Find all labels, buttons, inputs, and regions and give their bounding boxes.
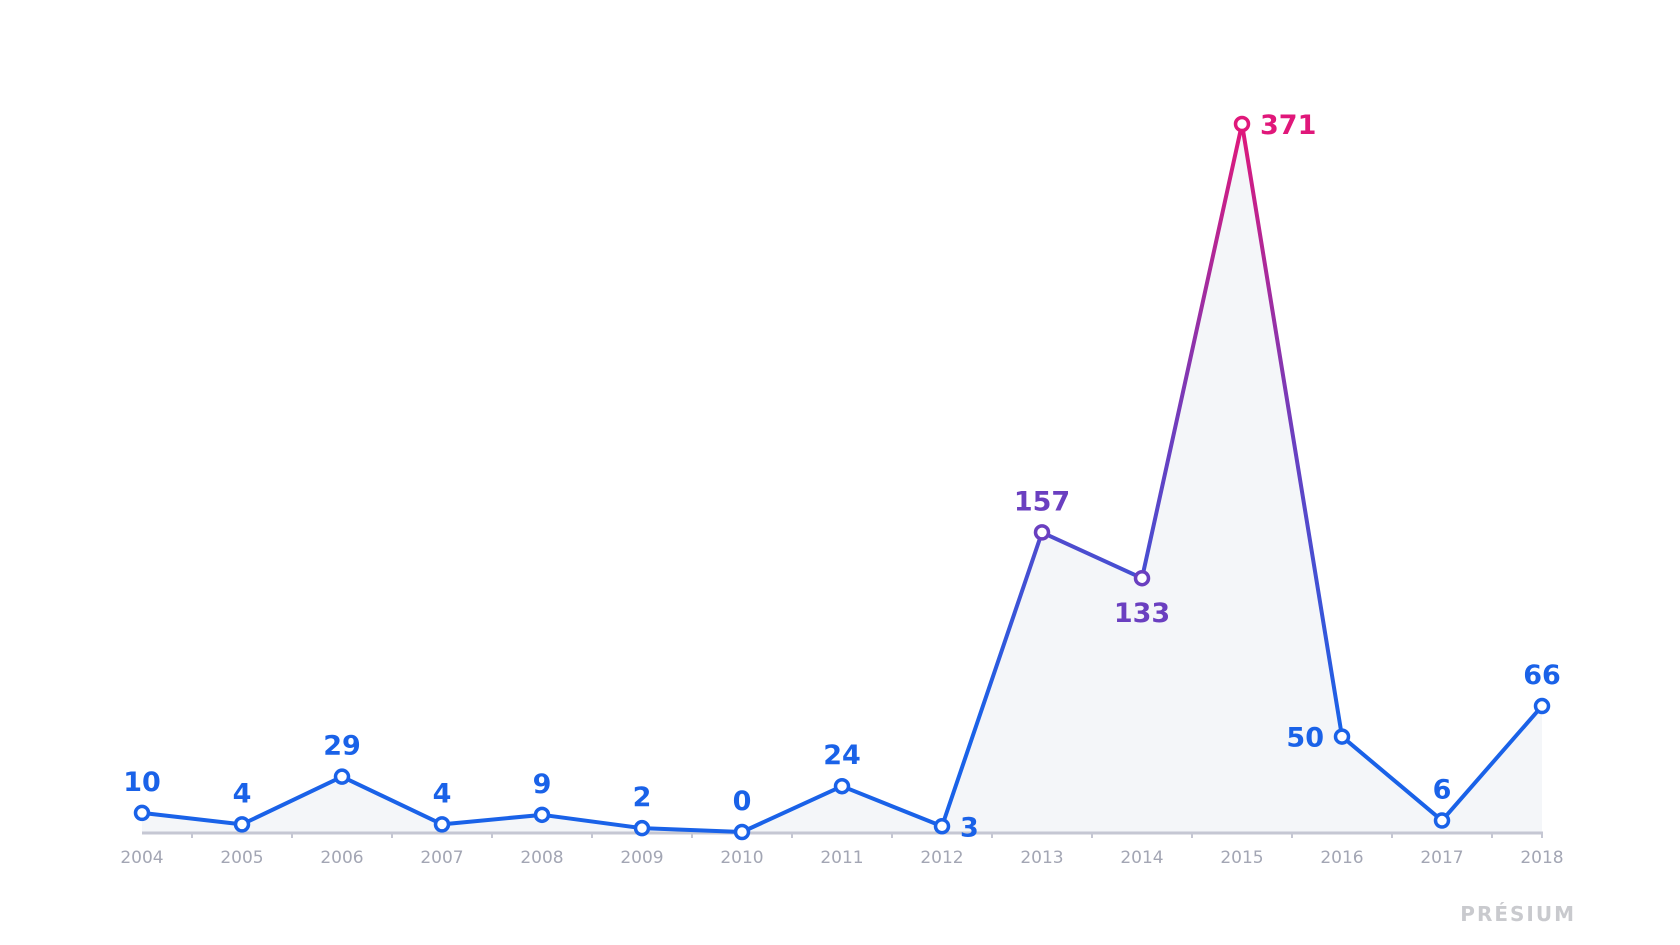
x-tick-label: 2004 (120, 848, 163, 868)
data-label: 4 (233, 778, 252, 809)
x-tick-label: 2013 (1020, 848, 1063, 868)
data-label: 2 (633, 782, 652, 813)
x-tick-label: 2010 (720, 848, 763, 868)
data-point (333, 768, 351, 785)
data-label: 133 (1114, 598, 1170, 629)
data-point (1133, 569, 1151, 587)
x-tick-label: 2007 (420, 848, 463, 868)
data-label: 10 (123, 767, 161, 798)
data-label: 29 (323, 731, 361, 762)
x-tick-label: 2008 (520, 848, 563, 868)
x-tick-label: 2012 (920, 848, 963, 868)
data-label: 3 (960, 812, 979, 843)
data-point (233, 816, 251, 833)
x-tick-label: 2014 (1120, 848, 1163, 868)
x-tick-label: 2016 (1320, 848, 1363, 868)
data-point (533, 806, 551, 824)
data-label: 4 (433, 778, 452, 809)
data-label: 66 (1523, 660, 1561, 691)
x-tick-label: 2015 (1220, 848, 1263, 868)
data-point (133, 804, 151, 822)
data-point (633, 819, 651, 837)
x-tick-label: 2018 (1520, 848, 1563, 868)
data-point (433, 816, 451, 833)
x-tick-label: 2009 (620, 848, 663, 868)
data-label: 9 (533, 769, 552, 800)
data-point (733, 823, 751, 841)
data-point (1533, 697, 1551, 715)
data-label: 0 (733, 786, 752, 817)
data-label: 6 (1433, 775, 1452, 806)
presium-watermark: PRÉSIUM (1460, 902, 1576, 926)
x-tick-label: 2011 (820, 848, 863, 868)
data-label: 24 (823, 740, 861, 771)
data-point (1233, 115, 1251, 133)
x-tick-label: 2005 (220, 848, 263, 868)
data-label: 157 (1014, 486, 1070, 517)
x-tick-label: 2006 (320, 848, 363, 868)
area-fill (142, 124, 1542, 832)
data-point (933, 818, 951, 835)
data-point (1333, 728, 1351, 745)
data-label: 371 (1260, 110, 1316, 141)
data-label: 50 (1286, 723, 1324, 754)
data-point (1433, 812, 1451, 829)
data-point (833, 777, 851, 795)
x-tick-label: 2017 (1420, 848, 1463, 868)
data-point (1033, 524, 1051, 541)
